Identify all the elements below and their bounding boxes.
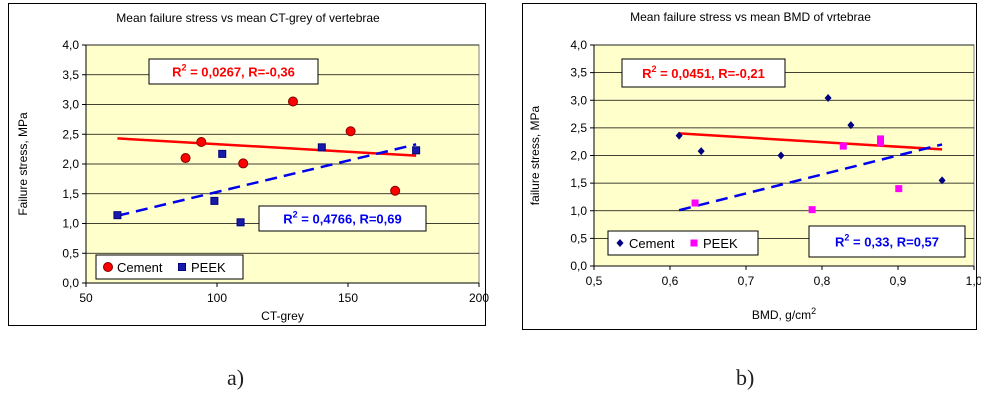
chart-a-trendline-cement (117, 137, 417, 157)
chart-b-point-cement (824, 94, 832, 103)
chart-b-y-axis-label: failure stress, MPa (528, 105, 542, 205)
chart-a-point-cement (390, 185, 401, 196)
chart-b-xtick-label: 0,6 (662, 274, 679, 288)
chart-a-trendline-peek (117, 143, 417, 217)
chart-b-point-cement (675, 131, 683, 140)
chart-b-xtick-label: 0,7 (738, 274, 755, 288)
chart-a-ytick-label: 0,5 (62, 246, 79, 260)
chart-a-xtick-label: 100 (207, 291, 227, 305)
chart-b-annotation-box (808, 225, 966, 258)
chart-a-ytick-label: 3,0 (62, 98, 79, 112)
chart-a-title: Mean failure stress vs mean CT-grey of v… (116, 11, 380, 25)
chart-b-point-peek (691, 199, 699, 207)
chart-a-xtick-label: 200 (469, 291, 489, 305)
chart-b-annotation-peek: R2 = 0,33, R=0,57 (835, 233, 939, 250)
chart-a-series-peek (113, 143, 421, 227)
chart-a-annotation-cement: R2 = 0,0267, R=-0,36 (172, 63, 295, 80)
chart-a-point-cement (345, 126, 356, 137)
chart-a-legend-marker-peek (178, 263, 186, 271)
chart-b-ytick-label: 0,0 (570, 259, 587, 273)
chart-a-point-cement (196, 136, 207, 147)
chart-a-point-peek (412, 146, 421, 155)
chart-b-annotation-box (621, 58, 786, 88)
chart-a-legend (95, 254, 244, 280)
chart-a-y-axis-label: Failure stress, MPa (16, 112, 30, 216)
chart-a-point-peek (218, 149, 227, 158)
chart-b-series-peek (691, 135, 903, 214)
chart-a-point-peek (210, 196, 219, 205)
chart-a-point-peek (317, 143, 326, 152)
chart-a-ytick-label: 3,5 (62, 68, 79, 82)
chart-a-point-peek (113, 211, 122, 220)
chart-b-point-peek (895, 185, 903, 193)
chart-b-ytick-label: 2,0 (570, 149, 587, 163)
chart-b-point-cement (847, 121, 855, 130)
chart-b-frame: Mean failure stress vs mean BMD of vrteb… (522, 3, 981, 330)
caption-b: b) (736, 365, 755, 390)
chart-b-ytick-label: 1,0 (570, 204, 587, 218)
chart-a-point-cement (180, 153, 191, 164)
chart-b-xtick-label: 1,0 (966, 274, 981, 288)
chart-b-xtick-label: 0,8 (814, 274, 831, 288)
caption-a: a) (227, 365, 245, 390)
chart-a-svg: Mean failure stress vs mean CT-grey of v… (16, 11, 489, 323)
chart-b-point-peek (877, 135, 885, 143)
chart-a-annotation-box (148, 58, 319, 85)
chart-a-frame: Mean failure stress vs mean CT-grey of v… (8, 3, 489, 326)
chart-a-ytick-label: 1,5 (62, 187, 79, 201)
chart-a-point-peek (236, 218, 245, 227)
chart-b-ytick-label: 0,5 (570, 231, 587, 245)
chart-b-legend-marker-peek (690, 239, 698, 247)
chart-b-point-cement (697, 147, 705, 156)
chart-a-legend-label-cement: Cement (117, 260, 163, 275)
chart-a-ytick-label: 1,0 (62, 217, 79, 231)
chart-a-point-cement (287, 96, 298, 107)
chart-b-legend-label-cement: Cement (629, 236, 675, 251)
chart-b-trendline-cement (679, 132, 943, 151)
chart-b-legend (607, 230, 759, 256)
chart-a-point-cement (238, 158, 249, 169)
chart-b-legend-label-peek: PEEK (703, 236, 738, 251)
chart-b-point-cement (777, 151, 785, 160)
chart-b-svg: Mean failure stress vs mean BMD of vrteb… (528, 10, 981, 322)
chart-b-x-axis-label: BMD, g/cm2 (752, 306, 816, 322)
chart-b-ytick-label: 2,5 (570, 121, 587, 135)
chart-a-x-axis-label: CT-grey (261, 309, 304, 323)
chart-b-xtick-label: 0,9 (890, 274, 907, 288)
chart-a-legend-label-peek: PEEK (191, 260, 226, 275)
chart-a-legend-marker-cement (103, 262, 113, 272)
chart-b-point-peek (877, 139, 885, 147)
chart-b-point-cement (938, 176, 946, 185)
chart-b-ytick-label: 4,0 (570, 38, 587, 52)
chart-a-xtick-label: 50 (79, 291, 93, 305)
chart-a-ytick-label: 2,5 (62, 127, 79, 141)
chart-b-annotation-cement: R2 = 0,0451, R=-0,21 (642, 64, 765, 81)
chart-b-series-cement (675, 94, 946, 185)
chart-a-series-cement (180, 96, 401, 196)
chart-a-annotation-peek: R2 = 0,4766, R=0,69 (283, 210, 402, 227)
chart-b-title: Mean failure stress vs mean BMD of vrteb… (630, 10, 871, 24)
chart-b-trendline-peek (678, 143, 943, 212)
chart-b-ytick-label: 3,5 (570, 66, 587, 80)
chart-a-annotation-box (258, 205, 427, 232)
chart-b-legend-marker-cement (616, 239, 624, 247)
chart-b-ytick-label: 3,0 (570, 93, 587, 107)
chart-a-ytick-label: 2,0 (62, 157, 79, 171)
chart-b-point-peek (808, 206, 816, 214)
chart-b-ytick-label: 1,5 (570, 176, 587, 190)
chart-a-ytick-label: 0,0 (62, 276, 79, 290)
chart-b-point-peek (839, 142, 847, 150)
chart-b-xtick-label: 0,5 (586, 274, 603, 288)
chart-a-xtick-label: 150 (338, 291, 358, 305)
chart-a-ytick-label: 4,0 (62, 38, 79, 52)
